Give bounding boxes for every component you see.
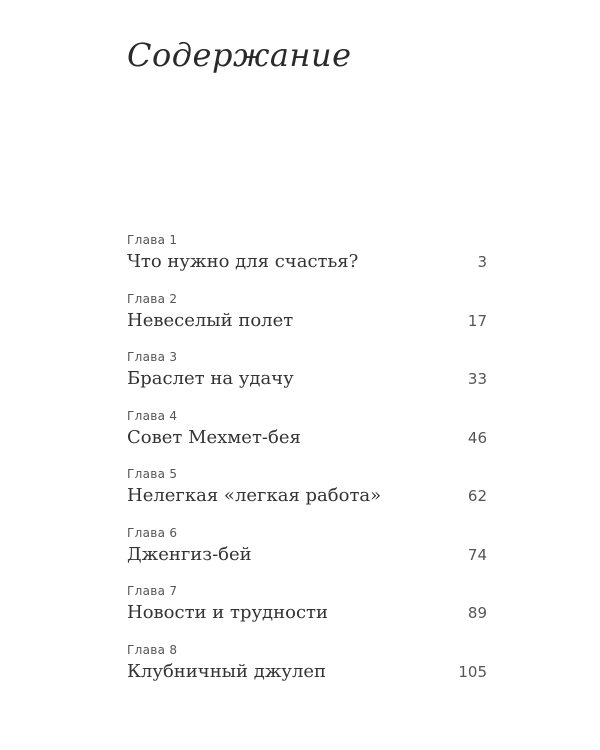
chapter-label: Глава 6 <box>127 525 178 540</box>
chapter-title: Клубничный джулеп <box>127 660 327 682</box>
chapter-label: Глава 2 <box>127 291 178 306</box>
page-number: 89 <box>467 604 487 622</box>
chapter-title: Нелегкая «легкая работа» <box>127 485 382 506</box>
chapter-label: Глава 8 <box>127 642 178 657</box>
chapter-label: Глава 3 <box>127 350 178 364</box>
page-number: 74 <box>467 545 487 564</box>
page-number: 3 <box>477 253 487 271</box>
chapter-title: Невеселый полет <box>127 309 294 331</box>
toc-entry[interactable]: Глава 8 Клубничный джулеп 105 <box>127 642 487 701</box>
table-of-contents: Глава 1 Что нужно для счастья? 3 Глава 2 Не… <box>127 232 487 700</box>
chapter-title: Что нужно для счастья? <box>127 251 359 272</box>
toc-entry[interactable]: Глава 2 Невеселый полет 17 <box>127 291 487 350</box>
toc-entry[interactable]: Глава 6 Дженгиз-бей 74 <box>127 525 487 584</box>
toc-entry[interactable]: Глава 1 Что нужно для счастья? 3 <box>127 232 487 291</box>
chapter-title: Совет Мехмет-бея <box>127 426 301 448</box>
page-number: 46 <box>467 428 487 447</box>
chapter-label: Глава 1 <box>127 233 178 247</box>
chapter-label: Глава 7 <box>127 584 178 598</box>
chapter-title: Браслет на удачу <box>127 368 294 389</box>
page-number: 17 <box>467 311 487 330</box>
toc-entry[interactable]: Глава 7 Новости и трудности 89 <box>127 583 487 642</box>
chapter-title: Новости и трудности <box>127 602 329 623</box>
page-number: 105 <box>458 662 487 681</box>
chapter-title: Дженгиз-бей <box>127 543 252 565</box>
page-number: 33 <box>467 370 487 388</box>
toc-entry[interactable]: Глава 3 Браслет на удачу 33 <box>127 349 487 408</box>
toc-entry[interactable]: Глава 4 Совет Мехмет-бея 46 <box>127 408 487 467</box>
page-number: 62 <box>467 487 487 505</box>
chapter-label: Глава 5 <box>127 467 178 481</box>
chapter-label: Глава 4 <box>127 408 178 423</box>
toc-entry[interactable]: Глава 5 Нелегкая «легкая работа» 62 <box>127 466 487 525</box>
page-title: Содержание <box>127 36 352 74</box>
